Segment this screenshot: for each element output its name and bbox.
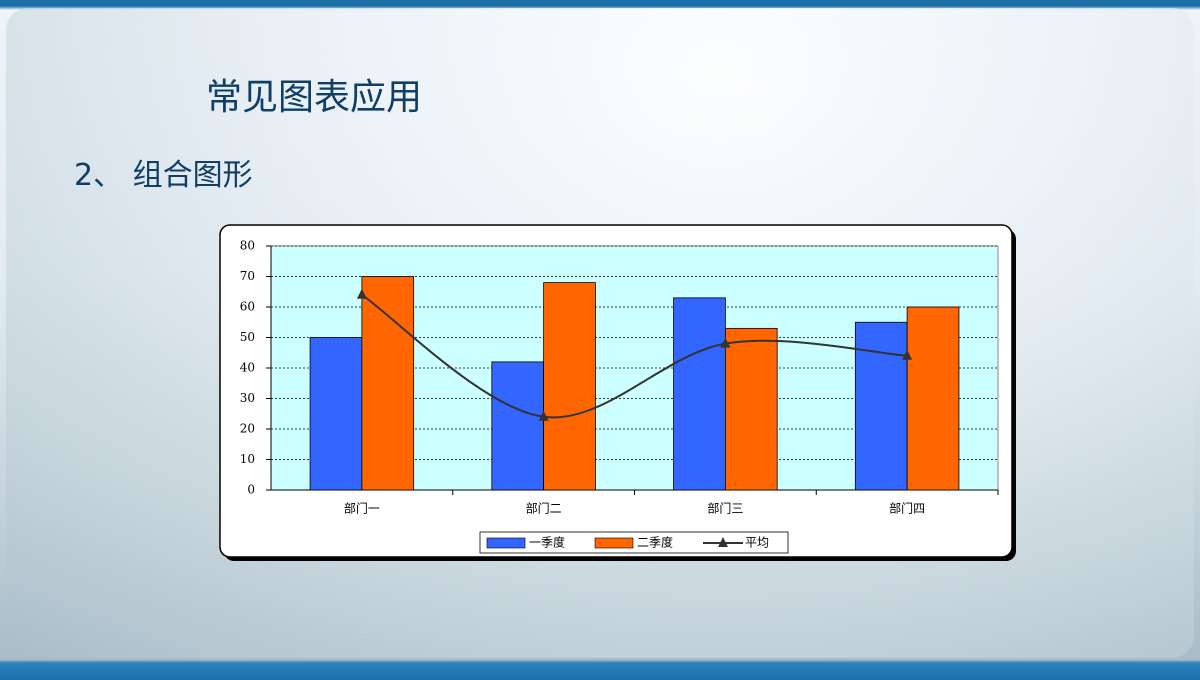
legend-swatch	[486, 537, 526, 549]
legend-label: 二季度	[637, 535, 673, 550]
average-line	[361, 293, 908, 419]
line-marker	[902, 349, 913, 360]
y-tick-label: 20	[240, 422, 255, 436]
line-marker	[356, 288, 367, 299]
y-tick-label: 60	[240, 300, 255, 314]
bar	[673, 297, 726, 491]
y-tick-label: 80	[240, 239, 255, 253]
x-tick-label: 部门三	[707, 501, 743, 516]
bar	[906, 306, 960, 491]
bar	[543, 282, 596, 491]
bar	[491, 361, 545, 491]
bar	[854, 321, 908, 491]
slide-subtitle: 2、 组合图形	[74, 158, 253, 193]
x-tick-label: 部门二	[526, 501, 562, 516]
y-tick-label: 30	[240, 391, 255, 405]
bar	[724, 327, 778, 491]
legend-swatch	[594, 537, 634, 549]
y-tick-label: 40	[240, 361, 255, 375]
line-marker	[538, 410, 549, 421]
bar	[361, 276, 415, 491]
bar	[309, 337, 363, 491]
x-tick-label: 部门四	[889, 501, 925, 516]
slide-title: 常见图表应用	[206, 77, 423, 118]
legend-swatch	[718, 537, 728, 547]
legend-label: 平均	[745, 536, 769, 550]
legend-box	[479, 531, 789, 554]
line-marker	[720, 337, 731, 348]
y-tick-label: 50	[240, 330, 255, 344]
y-tick-label: 70	[240, 269, 255, 283]
legend-label: 一季度	[529, 535, 565, 550]
x-tick-label: 部门一	[344, 501, 380, 516]
y-tick-label: 10	[240, 452, 255, 466]
y-tick-label: 0	[247, 483, 255, 497]
